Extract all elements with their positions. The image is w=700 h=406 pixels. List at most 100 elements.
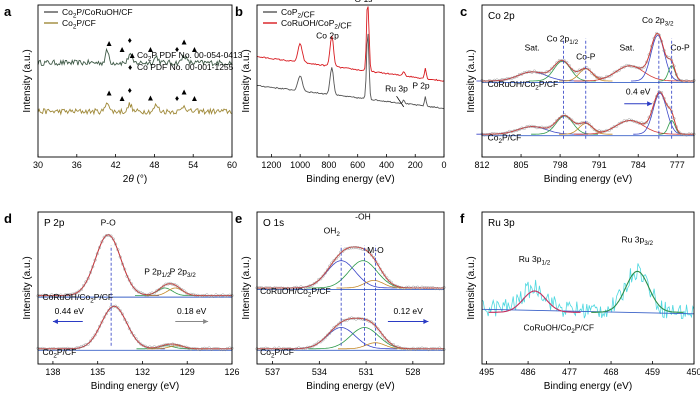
data-point bbox=[88, 339, 92, 343]
data-point bbox=[77, 289, 81, 293]
data-point bbox=[429, 286, 433, 290]
data-point bbox=[207, 294, 211, 298]
data-point bbox=[505, 131, 509, 135]
x-tick-label: 528 bbox=[405, 367, 420, 377]
data-point bbox=[358, 317, 362, 321]
reference-marker: ▲ bbox=[190, 44, 198, 54]
data-point bbox=[77, 346, 81, 350]
peak-annotation: Co 2p1/2 bbox=[547, 33, 579, 46]
axes-frame bbox=[37, 211, 233, 365]
data-point bbox=[630, 118, 634, 122]
peak-annotation: OH2 bbox=[324, 225, 341, 238]
data-point bbox=[219, 348, 223, 352]
data-point bbox=[216, 294, 220, 298]
peak-annotation: O 1s bbox=[354, 0, 372, 4]
data-point bbox=[645, 60, 649, 64]
data-point bbox=[387, 279, 391, 283]
reference-marker: ▲ bbox=[105, 38, 113, 48]
data-point bbox=[602, 76, 606, 80]
data-point bbox=[277, 346, 281, 350]
data-point bbox=[114, 304, 118, 308]
data-point bbox=[607, 74, 611, 78]
data-point bbox=[387, 340, 391, 344]
legend-label: Co2P/CF bbox=[62, 18, 96, 31]
data-point bbox=[288, 287, 292, 291]
data-point bbox=[146, 293, 150, 297]
fit-component bbox=[531, 115, 598, 135]
data-point bbox=[212, 294, 216, 298]
data-point bbox=[91, 265, 95, 269]
axes-frame bbox=[481, 211, 695, 365]
series-line bbox=[257, 246, 444, 289]
data-point bbox=[171, 282, 175, 286]
data-point bbox=[547, 69, 551, 73]
data-point bbox=[63, 347, 67, 351]
panel-c: 812 805 798 791 784 777 Binding energy (eV) Int… bbox=[460, 4, 696, 185]
data-point bbox=[665, 102, 669, 106]
data-point bbox=[433, 347, 437, 351]
data-point bbox=[182, 345, 186, 349]
data-point bbox=[356, 246, 360, 250]
data-point bbox=[193, 347, 197, 351]
data-point bbox=[100, 240, 104, 244]
x-tick-label: 798 bbox=[553, 160, 568, 170]
data-point bbox=[295, 347, 299, 351]
data-point bbox=[647, 115, 651, 119]
data-point bbox=[63, 293, 67, 297]
x-tick-label: 600 bbox=[350, 160, 365, 170]
data-point bbox=[191, 347, 195, 351]
fit-envelope bbox=[482, 91, 694, 135]
data-point bbox=[325, 268, 329, 272]
arrow-head bbox=[423, 318, 429, 324]
data-point bbox=[427, 348, 431, 352]
data-point bbox=[610, 73, 614, 77]
x-tick-label: 200 bbox=[408, 160, 423, 170]
data-point bbox=[303, 347, 307, 351]
data-point bbox=[416, 346, 420, 350]
data-point bbox=[367, 319, 371, 323]
data-point bbox=[120, 262, 124, 266]
data-point bbox=[75, 346, 79, 350]
peak-annotation: Co-P bbox=[670, 43, 690, 53]
data-point bbox=[98, 245, 102, 249]
data-point bbox=[343, 247, 347, 251]
data-point bbox=[433, 287, 437, 291]
x-tick-label: 54 bbox=[188, 160, 198, 170]
data-point bbox=[257, 286, 261, 290]
data-point bbox=[182, 289, 186, 293]
data-point bbox=[341, 249, 345, 253]
data-point bbox=[301, 286, 305, 290]
data-point bbox=[95, 329, 99, 333]
data-point bbox=[438, 287, 442, 291]
data-point bbox=[418, 346, 422, 350]
x-tick-label: 812 bbox=[474, 160, 489, 170]
data-point bbox=[75, 291, 79, 295]
x-tick-label: 777 bbox=[670, 160, 685, 170]
data-point bbox=[515, 74, 519, 78]
data-point bbox=[43, 347, 47, 351]
data-point bbox=[422, 347, 426, 351]
legend-label: CoP2/CF bbox=[281, 7, 315, 20]
fit-component bbox=[559, 68, 613, 82]
data-point bbox=[361, 247, 365, 251]
data-point bbox=[125, 274, 129, 278]
data-point bbox=[350, 246, 354, 250]
data-point bbox=[79, 345, 83, 349]
data-point bbox=[567, 64, 571, 68]
data-point bbox=[164, 343, 168, 347]
peak-annotation: P 2p bbox=[412, 81, 430, 91]
data-point bbox=[542, 71, 546, 75]
x-tick-label: 0 bbox=[441, 160, 446, 170]
data-point bbox=[590, 125, 594, 129]
data-point bbox=[662, 96, 666, 100]
data-point bbox=[323, 271, 327, 275]
panel-a: 30 36 42 48 54 60 2θ (°) Intensity (a.u.) a Co2P/… bbox=[4, 4, 243, 185]
data-point bbox=[98, 324, 102, 328]
data-point bbox=[369, 320, 373, 324]
x-tick-label: 450 bbox=[686, 367, 700, 377]
data-point bbox=[54, 293, 58, 297]
data-point bbox=[372, 256, 376, 260]
data-point bbox=[173, 343, 177, 347]
panel-b: 1200 1000 800 600 400 200 0 Binding energy (eV)… bbox=[235, 0, 447, 185]
data-point bbox=[552, 64, 556, 68]
